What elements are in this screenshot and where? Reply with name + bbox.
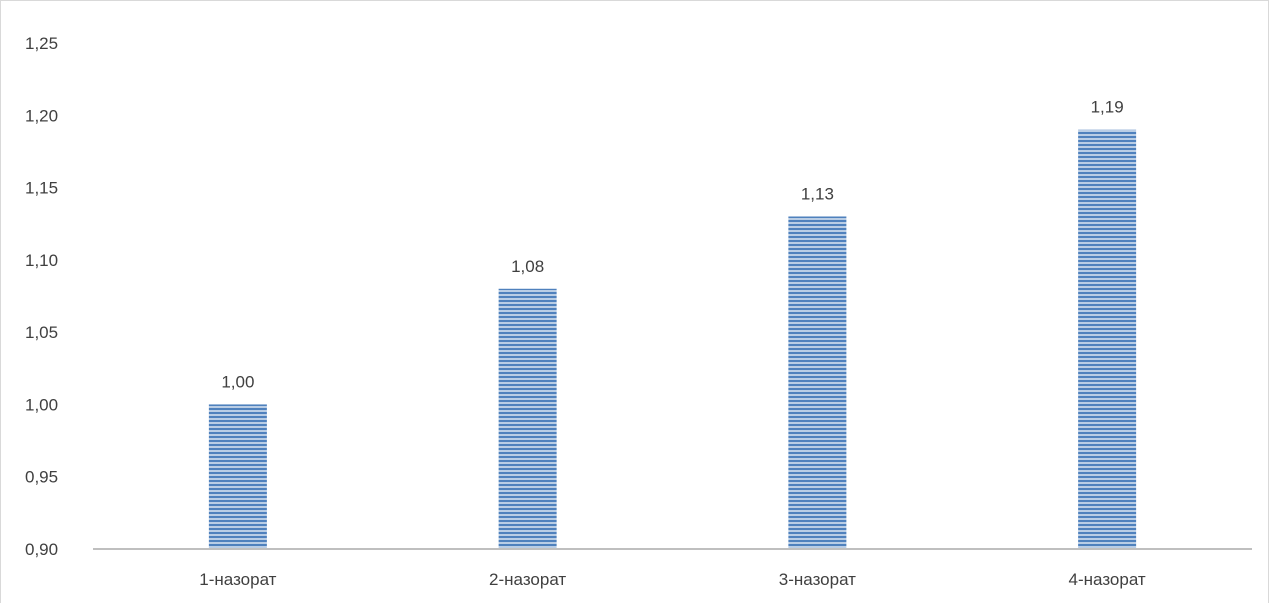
y-tick-label: 0,90 bbox=[25, 540, 58, 559]
y-axis-ticks: 0,90 0,95 1,00 1,05 1,10 1,15 1,20 1,25 bbox=[25, 34, 58, 559]
y-tick-label: 1,15 bbox=[25, 179, 58, 198]
bar-value-label: 1,19 bbox=[1091, 98, 1124, 117]
y-tick-label: 1,25 bbox=[25, 34, 58, 53]
bar bbox=[208, 404, 267, 549]
y-tick-label: 1,10 bbox=[25, 251, 58, 270]
bar-value-label: 1,13 bbox=[801, 184, 834, 203]
x-tick-label: 1-назорат bbox=[199, 570, 276, 589]
x-tick-label: 3-назорат bbox=[779, 570, 856, 589]
x-axis-ticks: 1-назорат 2-назорат 3-назорат 4-назорат bbox=[199, 570, 1146, 589]
bar-value-label: 1,08 bbox=[511, 257, 544, 276]
y-tick-label: 1,05 bbox=[25, 323, 58, 342]
x-tick-label: 2-назорат bbox=[489, 570, 566, 589]
bar bbox=[1078, 129, 1137, 549]
x-tick-label: 4-назорат bbox=[1069, 570, 1146, 589]
bar bbox=[788, 216, 847, 549]
bar-value-label: 1,00 bbox=[221, 372, 254, 391]
bar bbox=[498, 288, 557, 549]
bars bbox=[208, 129, 1137, 549]
y-tick-label: 0,95 bbox=[25, 468, 58, 487]
y-tick-label: 1,20 bbox=[25, 106, 58, 125]
data-labels: 1,00 1,08 1,13 1,19 bbox=[221, 98, 1123, 392]
y-tick-label: 1,00 bbox=[25, 395, 58, 414]
